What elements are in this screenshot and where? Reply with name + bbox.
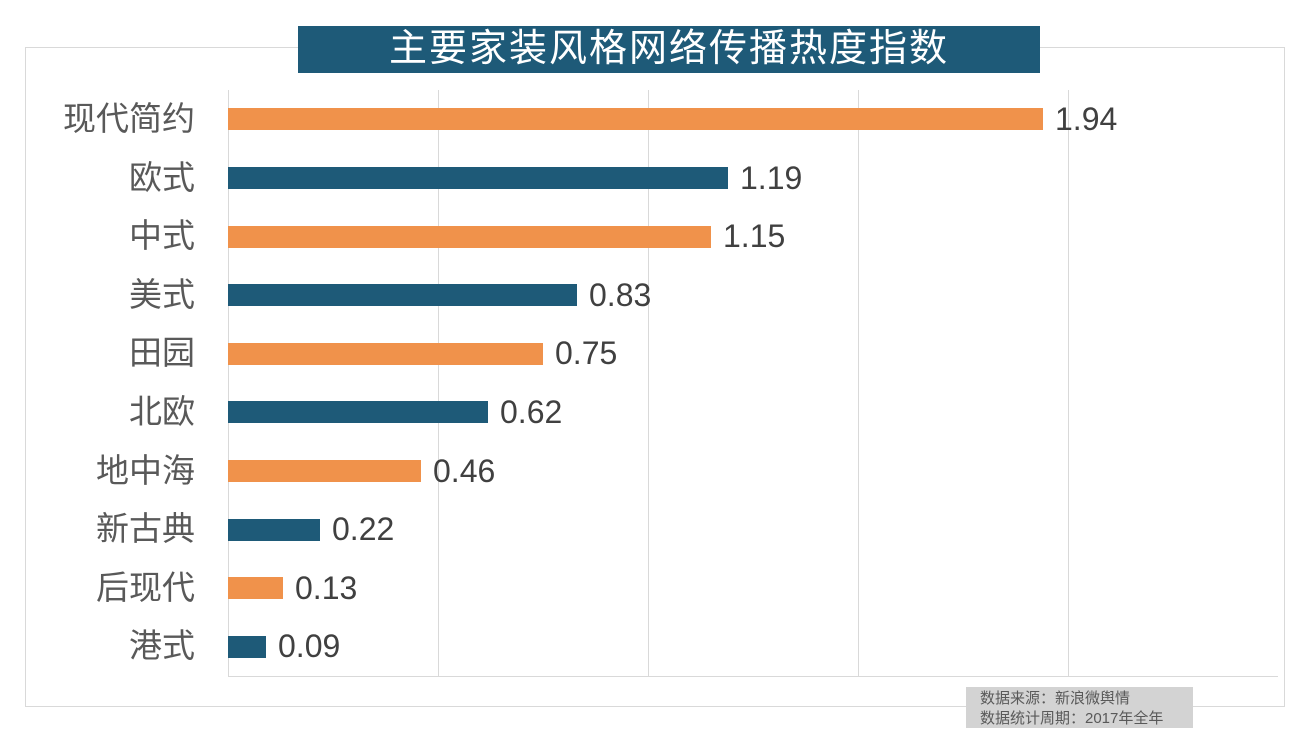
bar	[228, 518, 320, 541]
source-line-1: 数据来源：新浪微舆情	[980, 690, 1131, 707]
plot-area	[228, 90, 1278, 677]
value-label: 1.19	[740, 159, 803, 196]
category-label: 地中海	[96, 451, 195, 489]
chart-title: 主要家装风格网络传播热度指数	[298, 26, 1040, 73]
value-label: 1.94	[1055, 101, 1118, 137]
value-label: 0.22	[332, 511, 395, 548]
bar	[228, 342, 543, 365]
bar	[228, 459, 421, 482]
bar	[228, 401, 488, 424]
gridline	[1068, 90, 1069, 676]
value-label: 1.15	[723, 218, 786, 255]
value-label: 0.62	[500, 394, 563, 430]
category-label: 北欧	[129, 393, 195, 430]
bar	[228, 577, 283, 600]
category-label: 田园	[129, 334, 195, 372]
category-label: 美式	[129, 275, 195, 313]
gridline	[648, 90, 649, 676]
bar	[228, 108, 1043, 131]
source-note: 数据来源：新浪微舆情 数据统计周期：2017年全年	[966, 687, 1193, 728]
category-label: 港式	[129, 627, 195, 665]
category-label: 欧式	[129, 158, 195, 196]
bar	[228, 635, 266, 658]
source-line-2: 数据统计周期：2017年全年	[980, 710, 1164, 727]
gridline	[228, 90, 229, 676]
gridline	[438, 90, 439, 676]
category-label: 现代简约	[63, 100, 195, 137]
gridline	[858, 90, 859, 676]
bar	[228, 166, 728, 189]
value-label: 0.75	[555, 335, 618, 372]
value-label: 0.46	[433, 452, 496, 489]
category-label: 中式	[129, 217, 195, 255]
value-label: 0.09	[278, 628, 341, 665]
category-label: 新古典	[96, 510, 195, 548]
value-label: 0.83	[589, 276, 652, 313]
bar	[228, 225, 711, 248]
value-label: 0.13	[295, 569, 358, 606]
bar	[228, 284, 577, 307]
category-label: 后现代	[96, 568, 195, 606]
